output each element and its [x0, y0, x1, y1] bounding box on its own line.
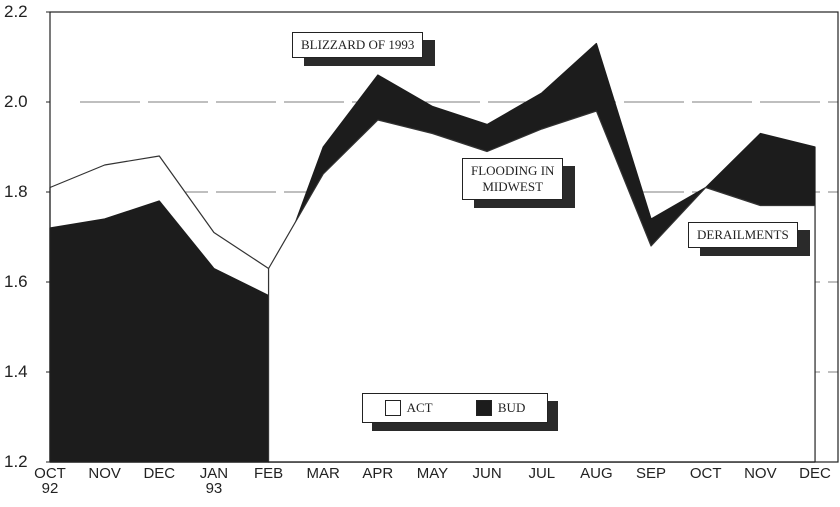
plot-frame [49, 11, 839, 463]
legend-swatch [384, 400, 401, 416]
x-tick-label: OCT [689, 465, 722, 482]
legend-swatch [475, 400, 492, 416]
y-tick-label: 2.0 [4, 92, 28, 111]
annotation: DERAILMENTS [688, 222, 798, 248]
x-tick-label: OCT 92 [34, 465, 66, 497]
y-tick-label: 2.2 [4, 2, 28, 21]
x-tick-label: NOV [88, 465, 121, 482]
y-tick-label: 1.6 [4, 272, 28, 291]
annotation: FLOODING IN MIDWEST [462, 158, 564, 200]
legend-label: ACT [406, 400, 433, 415]
x-tick-label: JUN [472, 465, 502, 482]
act-area [267, 110, 816, 463]
legend-item: BUD [475, 400, 526, 416]
y-tick-label: 1.8 [4, 182, 28, 201]
x-tick-label: DEC [143, 465, 176, 482]
annotation: BLIZZARD OF 1993 [292, 32, 424, 58]
legend-label: BUD [497, 400, 526, 415]
y-tick-label: 1.2 [4, 452, 28, 471]
x-tick-label: FEB [253, 465, 284, 482]
legend: ACT BUD [362, 393, 548, 423]
x-tick-label: JUL [528, 465, 556, 482]
bud-area [49, 200, 270, 463]
x-tick-label: APR [362, 465, 394, 482]
x-tick-label: MAR [306, 465, 340, 482]
x-tick-label: AUG [580, 465, 613, 482]
x-tick-label: JAN 93 [199, 465, 229, 497]
x-tick-label: SEP [636, 465, 667, 482]
x-tick-label: MAY [416, 465, 449, 482]
x-tick-label: NOV [744, 465, 777, 482]
legend-item: ACT [384, 400, 433, 416]
x-tick-label: DEC [799, 465, 831, 482]
y-tick-label: 1.4 [4, 362, 28, 381]
